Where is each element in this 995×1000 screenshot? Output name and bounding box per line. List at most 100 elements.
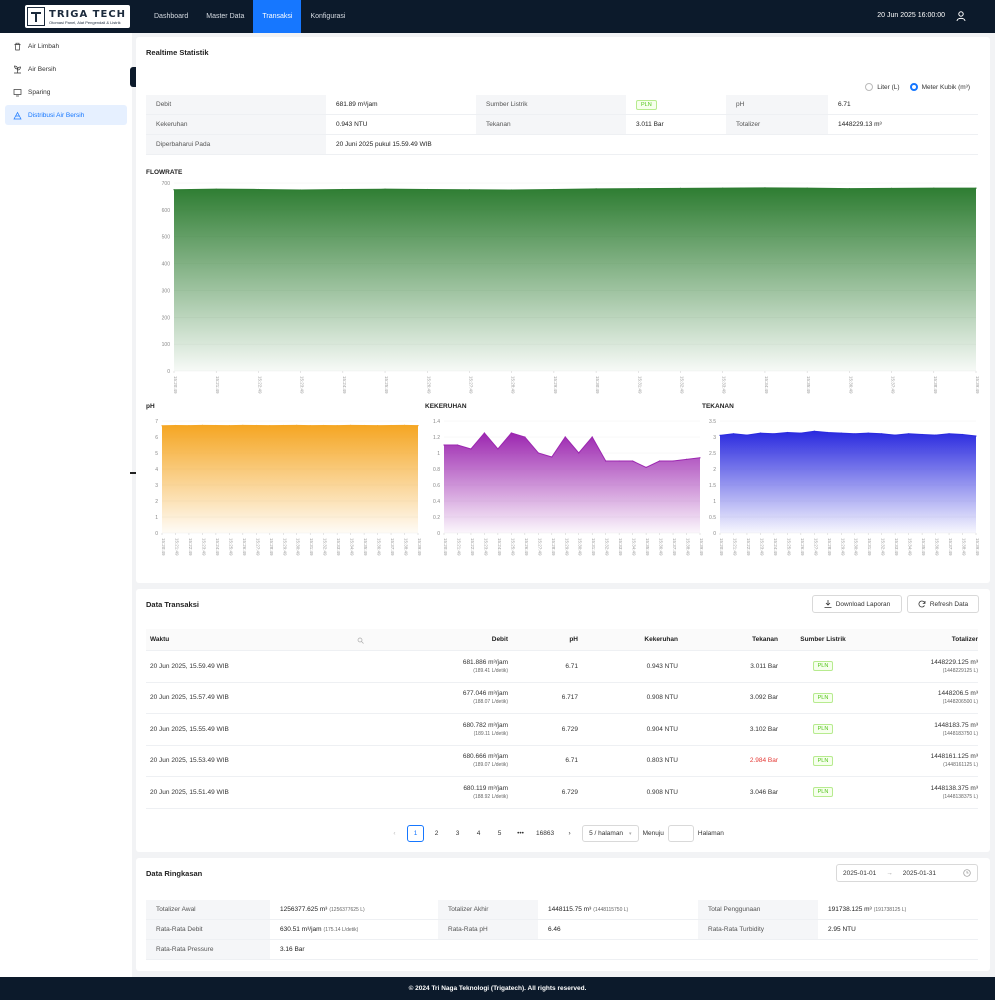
radio-dot[interactable] xyxy=(865,83,874,91)
column-header[interactable]: Debit xyxy=(368,636,508,643)
table-row[interactable]: 20 Jun 2025, 15.53.49 WIB 680.666 m³/jam(… xyxy=(146,746,978,777)
logo-mark-icon xyxy=(27,7,45,26)
radio-dot[interactable] xyxy=(909,83,918,91)
column-header[interactable]: Totalizer xyxy=(868,636,978,643)
y-tick-label: 1.2 xyxy=(433,435,440,441)
unit-radio-1[interactable]: Meter Kubik (m³) xyxy=(909,83,970,91)
y-tick-label: 2 xyxy=(155,499,158,505)
table-row[interactable]: 20 Jun 2025, 15.59.49 WIB 681.886 m³/jam(… xyxy=(146,651,978,683)
data-point xyxy=(813,430,815,432)
data-point xyxy=(908,433,910,435)
data-point xyxy=(215,188,217,190)
column-header[interactable]: Kekeruhan xyxy=(578,636,678,643)
summary-value-main: 630.51 m³/jam xyxy=(280,926,322,933)
date-start[interactable]: 2025-01-01 xyxy=(843,869,877,877)
unit-radio-0[interactable]: Liter (L) xyxy=(865,83,900,91)
page-button[interactable]: 2 xyxy=(434,830,439,837)
stat-row: Kekeruhan 0.943 NTU Tekanan 3.011 Bar Totali… xyxy=(146,115,978,135)
clock-icon xyxy=(963,869,971,877)
x-tick-label: 15:25:49 xyxy=(510,538,515,556)
sidebar-item-air-limbah[interactable]: Air Limbah xyxy=(5,36,127,56)
x-tick-label: 15:33:49 xyxy=(336,538,341,556)
refresh-icon xyxy=(918,600,926,608)
data-point xyxy=(417,425,419,427)
summary-row: Rata-Rata Debit 630.51 m³/jam (175.14 L/de… xyxy=(146,920,978,940)
nav-tab-konfigurasi[interactable]: Konfigurasi xyxy=(310,13,346,20)
date-end[interactable]: 2025-01-31 xyxy=(902,869,936,877)
data-point xyxy=(470,448,472,450)
transaksi-card: Data Transaksi Download Laporan Refresh … xyxy=(136,589,990,852)
summary-row: Totalizer Awal 1256377.625 m³ (1256377625 … xyxy=(146,900,978,920)
data-point xyxy=(881,433,883,435)
totalizer-value: 1448138.375 m³ xyxy=(930,784,978,792)
next-page-icon[interactable]: › xyxy=(568,830,571,837)
table-row[interactable]: 20 Jun 2025, 15.51.49 WIB 680.119 m³/jam(… xyxy=(146,777,978,809)
search-icon[interactable] xyxy=(357,637,364,644)
download-report-button[interactable]: Download Laporan xyxy=(812,595,902,613)
nav-tab-transaksi[interactable]: Transaksi xyxy=(253,0,302,33)
date-range-picker[interactable]: 2025-01-01 → 2025-01-31 xyxy=(836,864,978,882)
data-point xyxy=(269,425,271,427)
pln-badge: PLN xyxy=(812,661,834,672)
x-tick-label: 15:29:49 xyxy=(564,538,569,556)
data-point xyxy=(257,188,260,191)
data-point xyxy=(510,432,512,434)
data-point xyxy=(632,460,634,462)
sidebar-item-air-bersih[interactable]: Air Bersih xyxy=(5,59,127,79)
summary-value: 2.95 NTU xyxy=(818,920,978,939)
cell-debit: 680.666 m³/jam (189.07 L/detik) xyxy=(368,753,508,768)
y-tick-label: 0.6 xyxy=(433,483,440,489)
pagination: ‹ 1 2 3 4 5 ••• 16863 › 5 / halaman ▾ Menuju Halaman xyxy=(386,825,724,842)
totalizer-sub: (1448206500 L) xyxy=(942,699,978,706)
x-tick-label: 15:36:49 xyxy=(848,376,853,394)
prev-page-icon[interactable]: ‹ xyxy=(393,830,396,837)
summary-value-sub: (191738125 L) xyxy=(873,906,907,913)
nav-tab-master-data[interactable]: Master Data xyxy=(206,13,245,20)
table-row[interactable]: 20 Jun 2025, 15.57.49 WIB 677.046 m³/jam(… xyxy=(146,683,978,714)
brand-subtitle: Otomasi Panel, Alat Pengendali & Listrik xyxy=(49,19,121,25)
logo[interactable]: TRIGA TECH Otomasi Panel, Alat Pengendal… xyxy=(25,5,130,28)
page-button[interactable]: 16863 xyxy=(536,830,555,837)
page-button[interactable]: 5 xyxy=(497,830,502,837)
monitor-icon xyxy=(13,88,22,96)
page-button[interactable]: ••• xyxy=(517,830,524,837)
column-header[interactable]: Waktu xyxy=(146,636,368,644)
x-tick-label: 15:22:49 xyxy=(257,376,262,394)
nav-tab-dashboard[interactable]: Dashboard xyxy=(154,13,189,20)
cell-kekeruhan: 0.908 NTU xyxy=(646,694,678,702)
cell-debit: 680.119 m³/jam (188.92 L/detik) xyxy=(368,785,508,800)
cell-sumber: PLN xyxy=(778,787,868,798)
x-tick-label: 15:22:49 xyxy=(746,538,751,556)
data-point xyxy=(948,433,950,435)
column-header[interactable]: Tekanan xyxy=(678,636,778,643)
page-size-select[interactable]: 5 / halaman ▾ xyxy=(582,825,639,842)
data-point xyxy=(894,434,896,436)
column-header[interactable]: Sumber Listrik xyxy=(778,636,868,643)
data-point xyxy=(468,189,471,191)
page-button[interactable]: 3 xyxy=(455,830,460,837)
y-tick-label: 1 xyxy=(437,451,440,457)
x-tick-label: 15:28:49 xyxy=(269,538,274,556)
table-row[interactable]: 20 Jun 2025, 15.55.49 WIB 680.782 m³/jam(… xyxy=(146,714,978,746)
ringkasan-card: Data Ringkasan 2025-01-01 → 2025-01-31 T… xyxy=(136,858,990,971)
cell-tekanan: 2.984 Bar xyxy=(749,757,778,765)
cell-sumber: PLN xyxy=(778,692,868,703)
page-button[interactable]: 1 xyxy=(407,825,424,842)
totalizer-sub: (1448229125 L) xyxy=(942,667,978,674)
kekeruhan-chart: 0 0.2 0.4 0.6 0.8 1 1.2 1.4 15:20:49 15:21:49 15:2… xyxy=(433,419,704,556)
realtime-stats-table: Debit 681.89 m³/jam Sumber Listrik PLN pH 6.7… xyxy=(146,95,978,155)
summary-value: 630.51 m³/jam (175.14 L/detik) xyxy=(270,920,438,939)
goto-page-input[interactable] xyxy=(667,825,694,842)
cell-kekeruhan: 0.943 NTU xyxy=(646,662,678,670)
refresh-data-button[interactable]: Refresh Data xyxy=(907,595,979,613)
sidebar-item-sparing[interactable]: Sparing xyxy=(5,82,127,102)
sidebar-item-distribusi-air-bersih[interactable]: Distribusi Air Bersih xyxy=(5,105,127,125)
stat-value: PLN xyxy=(626,95,726,114)
data-point xyxy=(732,433,735,435)
transaksi-title: Data Transaksi xyxy=(146,600,199,609)
data-point xyxy=(961,433,964,436)
column-header[interactable]: pH xyxy=(508,636,578,643)
user-icon[interactable] xyxy=(955,10,967,22)
page-button[interactable]: 4 xyxy=(476,830,481,837)
cell-totalizer: 1448183.75 m³ (1448183750 L) xyxy=(868,722,978,737)
